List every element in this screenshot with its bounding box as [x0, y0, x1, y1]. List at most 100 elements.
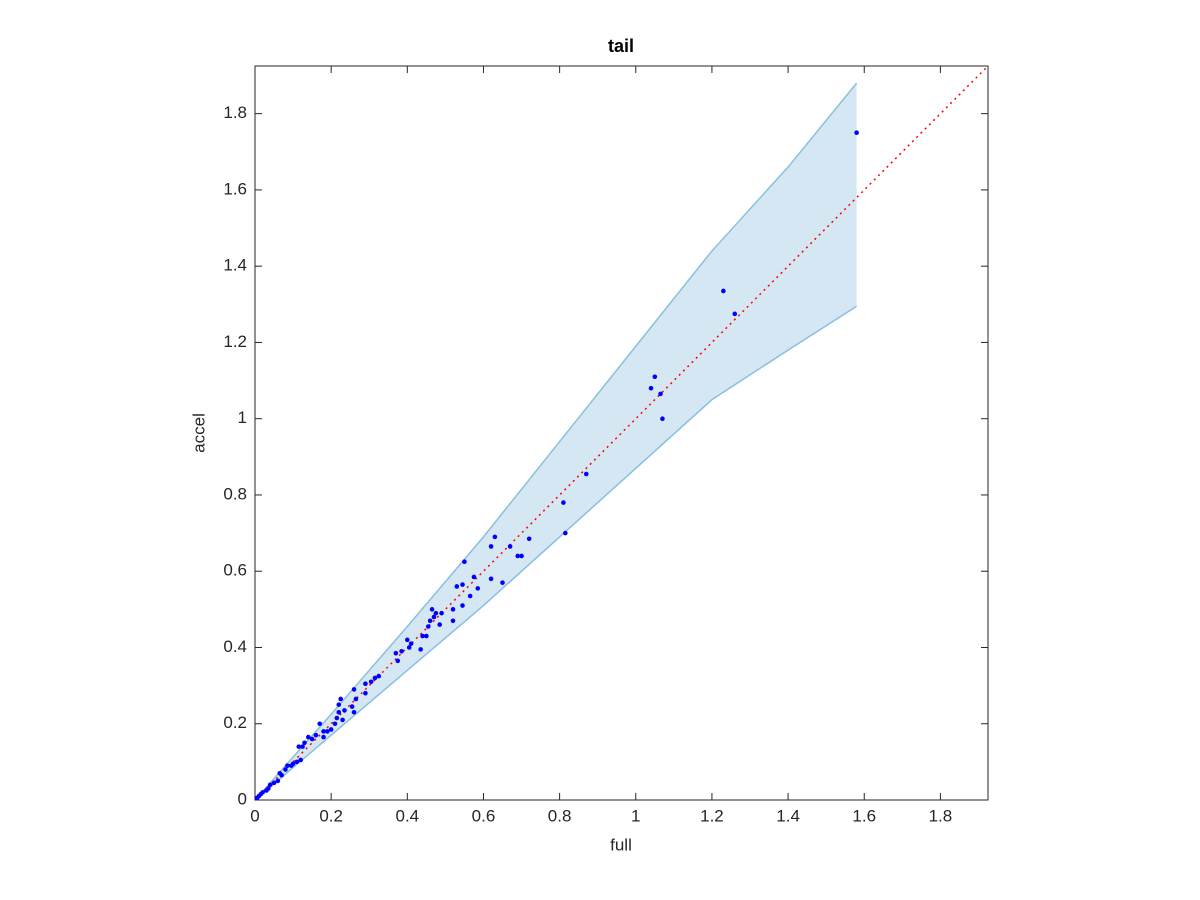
x-tick-label: 0.6: [472, 806, 496, 825]
point: [363, 690, 368, 696]
point: [583, 471, 589, 477]
y-tick-label: 0.8: [223, 484, 247, 503]
x-axis-label: full: [610, 835, 632, 854]
band-upper-edge: [254, 82, 858, 801]
point: [515, 553, 521, 559]
y-tick-label: 0: [238, 789, 247, 808]
point: [418, 647, 423, 652]
point: [368, 679, 374, 685]
point: [313, 732, 319, 738]
point: [424, 633, 429, 639]
x-tick-label: 1.2: [700, 806, 724, 825]
point: [351, 687, 357, 692]
point: [325, 729, 330, 734]
x-tick-label: 1.4: [776, 806, 800, 825]
point: [363, 681, 368, 687]
point: [507, 544, 513, 549]
point: [302, 740, 307, 746]
point: [492, 534, 498, 540]
y-tick-label: 0.2: [223, 713, 247, 732]
y-tick-label: 1.4: [223, 256, 247, 275]
point: [433, 610, 439, 616]
point: [342, 708, 347, 713]
point: [285, 763, 290, 768]
point: [732, 311, 738, 317]
point: [351, 710, 357, 715]
y-tick-label: 0.6: [223, 561, 247, 580]
chart-title: tail: [608, 36, 634, 56]
point: [462, 559, 467, 564]
x-tick-label: 0.8: [548, 806, 572, 825]
point: [437, 622, 442, 627]
point: [450, 618, 456, 624]
point: [526, 536, 532, 542]
point: [294, 759, 300, 765]
point: [321, 734, 326, 740]
axes-box: [254, 65, 989, 801]
point: [300, 744, 305, 749]
point: [334, 715, 340, 721]
point: [519, 553, 524, 559]
x-tick-label: 0.2: [319, 806, 343, 825]
x-tick-label: 1.8: [929, 806, 953, 825]
point: [488, 576, 494, 582]
x-tick-label: 1: [631, 806, 640, 825]
point: [264, 788, 269, 793]
point: [721, 288, 726, 294]
point: [298, 757, 303, 763]
point: [328, 727, 334, 732]
point: [488, 544, 494, 549]
point: [460, 603, 465, 608]
point: [306, 734, 311, 740]
band-lower-edge: [254, 305, 858, 801]
point: [317, 721, 323, 727]
point: [267, 782, 273, 788]
point: [561, 500, 566, 505]
point: [275, 778, 281, 784]
point: [427, 618, 433, 624]
point: [336, 702, 342, 707]
point: [340, 717, 345, 723]
point: [271, 780, 277, 786]
point: [353, 696, 359, 702]
point: [399, 648, 404, 654]
point: [467, 593, 473, 599]
point: [648, 385, 654, 391]
point: [420, 633, 425, 639]
point: [277, 771, 283, 776]
point: [408, 641, 414, 646]
y-tick-label: 1.8: [223, 103, 247, 122]
point: [439, 610, 444, 616]
point: [349, 704, 355, 709]
point: [321, 729, 326, 734]
y-tick-label: 0.4: [223, 637, 247, 656]
point: [338, 696, 343, 702]
x-tick-label: 1.6: [852, 806, 876, 825]
x-tick-label: 0: [250, 806, 259, 825]
point: [431, 614, 437, 620]
point: [475, 586, 481, 591]
y-tick-label: 1: [238, 408, 247, 427]
point: [658, 391, 663, 397]
point: [405, 637, 410, 643]
point: [376, 673, 382, 679]
point: [460, 582, 465, 587]
point: [450, 607, 456, 612]
y-tick-label: 1.2: [223, 332, 247, 351]
point: [254, 795, 260, 801]
point: [454, 584, 460, 589]
point: [309, 736, 315, 742]
point: [425, 624, 431, 629]
point: [854, 130, 859, 136]
point: [652, 374, 658, 380]
y-tick-label: 1.6: [223, 179, 247, 198]
point: [395, 658, 401, 664]
reference-line: [254, 65, 989, 801]
point: [332, 721, 338, 727]
point: [296, 744, 302, 749]
x-tick-label: 0.4: [395, 806, 419, 825]
point: [471, 574, 477, 580]
point: [500, 580, 505, 585]
point: [283, 767, 288, 772]
